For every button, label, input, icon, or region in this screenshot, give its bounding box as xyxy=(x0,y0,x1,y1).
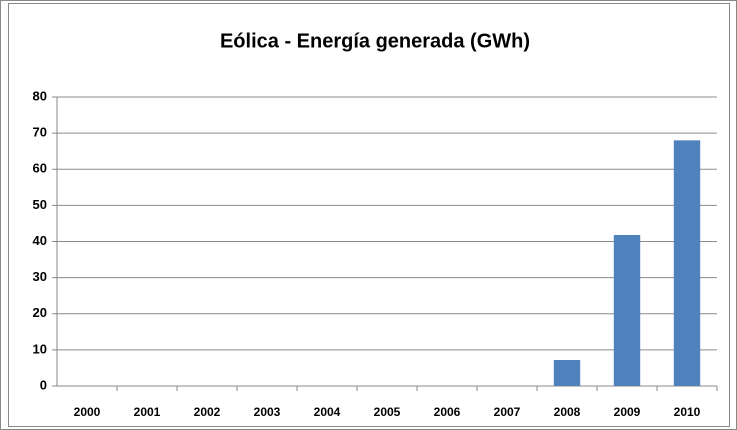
bar xyxy=(613,234,641,386)
x-tick-label: 2010 xyxy=(674,405,701,419)
x-tick-label: 2001 xyxy=(134,405,161,419)
bar xyxy=(673,140,701,386)
x-tick-label: 2007 xyxy=(494,405,521,419)
y-tick-label: 30 xyxy=(33,269,47,284)
y-tick-label: 10 xyxy=(33,341,47,356)
chart-frame xyxy=(8,3,730,427)
x-tick-label: 2006 xyxy=(434,405,461,419)
bar xyxy=(553,359,581,386)
y-tick-label: 60 xyxy=(33,161,47,176)
x-tick-label: 2000 xyxy=(74,405,101,419)
y-tick-label: 40 xyxy=(33,233,47,248)
y-tick-label: 20 xyxy=(33,305,47,320)
x-tick-label: 2005 xyxy=(374,405,401,419)
x-tick-label: 2002 xyxy=(194,405,221,419)
x-tick-label: 2004 xyxy=(314,405,341,419)
chart-title: Eólica - Energía generada (GWh) xyxy=(220,30,530,52)
y-tick-label: 70 xyxy=(33,125,47,140)
x-tick-label: 2003 xyxy=(254,405,281,419)
y-tick-label: 0 xyxy=(40,377,47,392)
x-tick-label: 2009 xyxy=(614,405,641,419)
y-tick-label: 80 xyxy=(33,88,47,103)
x-tick-label: 2008 xyxy=(554,405,581,419)
y-tick-label: 50 xyxy=(33,197,47,212)
